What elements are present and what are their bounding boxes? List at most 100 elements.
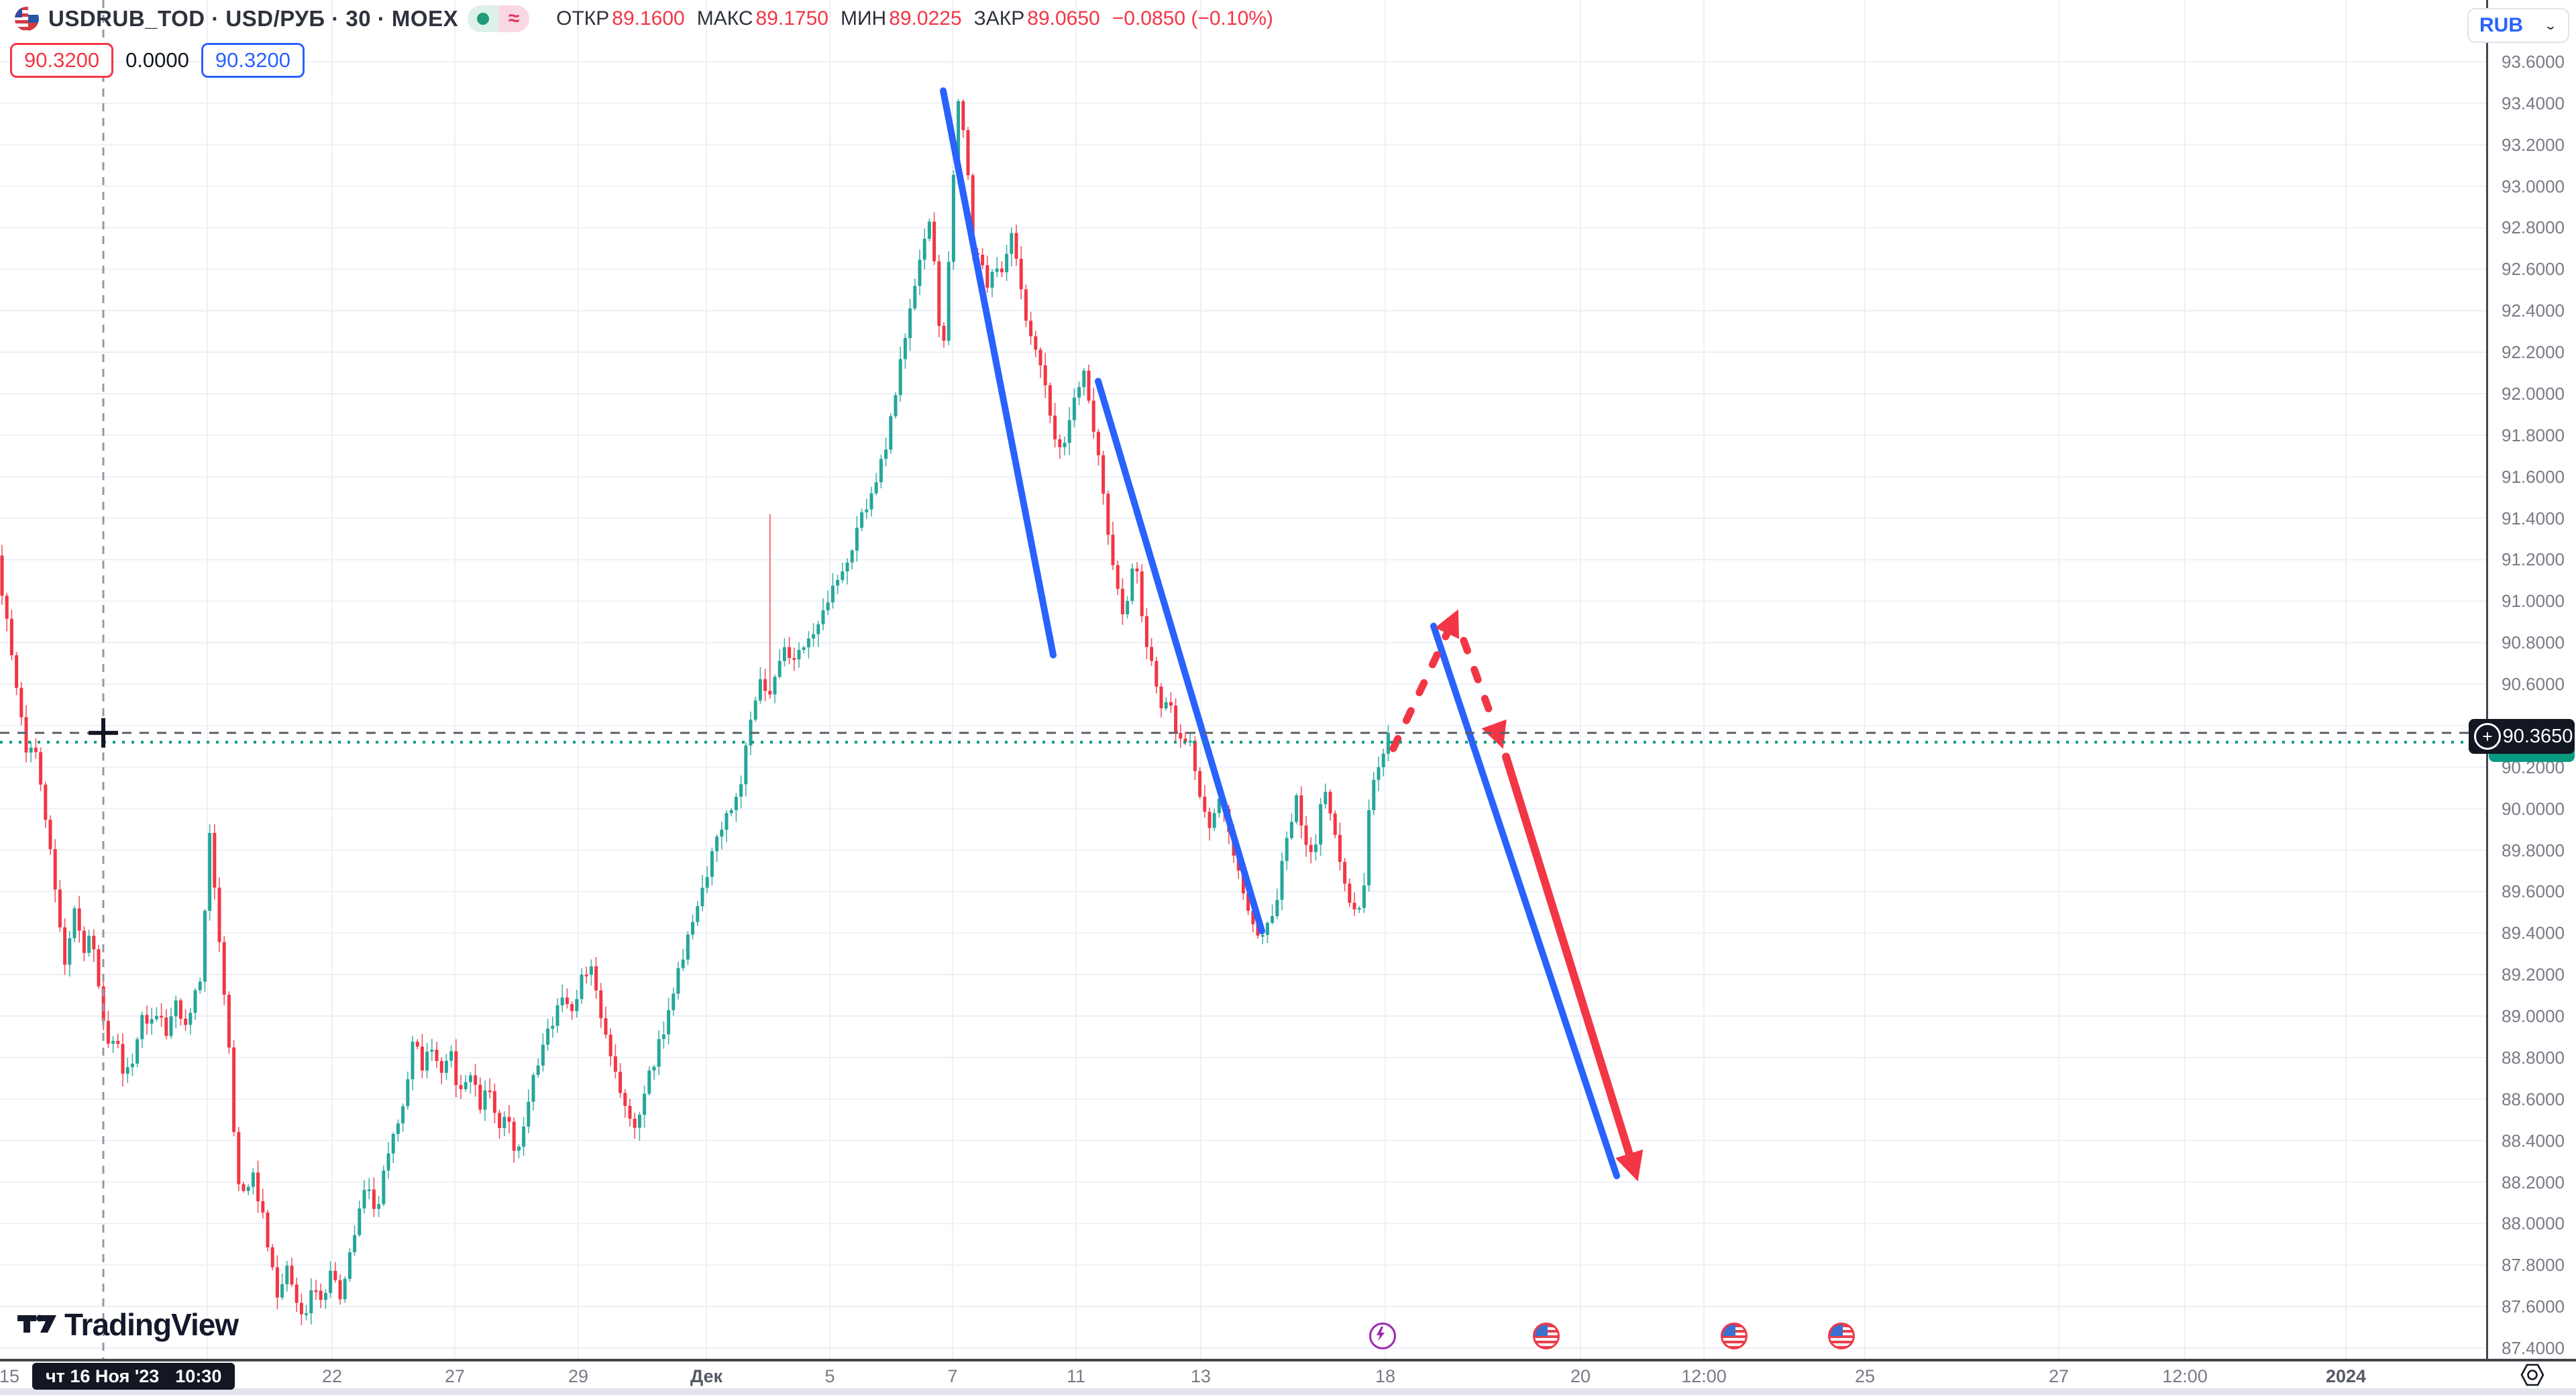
ohlc-label: ЗАКР — [973, 7, 1025, 30]
price-axis-label: 92.2000 — [2502, 342, 2565, 363]
time-axis-label: 15 — [0, 1366, 20, 1386]
price-axis-label: 92.8000 — [2502, 217, 2565, 238]
price-axis-label: 88.6000 — [2502, 1089, 2565, 1109]
usdrub-flag-icon — [15, 7, 39, 31]
blue-trendline-drawing[interactable] — [1430, 622, 1620, 1180]
price-axis-label: 89.4000 — [2502, 923, 2565, 944]
blue-trendline-drawing[interactable] — [1095, 378, 1265, 935]
last-price-value: 90.3650 — [2502, 725, 2573, 747]
blue-tool-price-tag[interactable]: 90.3200 — [201, 43, 305, 78]
ohlc-pair: ОТКР 89.1600 — [556, 7, 685, 30]
currency-selector-button[interactable]: RUB ⌄ — [2467, 8, 2569, 43]
crosshair — [0, 0, 2486, 1359]
red-arrow-drawing[interactable] — [1502, 752, 1644, 1182]
price-axis-label: 89.0000 — [2502, 1006, 2565, 1027]
time-axis-label: 20 — [1570, 1366, 1591, 1386]
time-axis[interactable]: чт 16 Ноя '23 10:30 15 20 22 27 29 Дек 5 7 11 13 1… — [0, 1359, 2576, 1391]
price-axis-label: 88.2000 — [2502, 1172, 2565, 1192]
time-axis-label: 29 — [568, 1366, 589, 1386]
change-value: −0.0850 (−0.10%) — [1112, 7, 1273, 30]
ohlc-pair: ЗАКР 89.0650 — [974, 7, 1100, 30]
time-axis-label: 7 — [947, 1366, 958, 1386]
window-bottom-strip — [0, 1388, 2576, 1395]
lightning-icon[interactable] — [1369, 1323, 1396, 1349]
price-axis-label: 90.6000 — [2502, 674, 2565, 695]
chart-header: USDRUB_TOD · USD/РУБ · 30 · MOEX ≈ ОТКР 8… — [15, 5, 1273, 32]
blue-trendline-drawing[interactable] — [940, 87, 1057, 659]
tradingview-logo-icon — [17, 1315, 56, 1333]
price-axis-label: 87.4000 — [2502, 1338, 2565, 1358]
time-axis-label: 27 — [2048, 1366, 2070, 1386]
time-axis-label: 12:00 — [2162, 1366, 2208, 1386]
price-axis-label: 91.2000 — [2502, 549, 2565, 570]
gear-icon — [2520, 1363, 2544, 1386]
time-axis-label: 11 — [1066, 1366, 1086, 1386]
add-alert-plus-icon[interactable]: + — [2474, 723, 2501, 750]
red-tool-price-tag[interactable]: 90.3200 — [10, 43, 114, 78]
ohlc-values-row: ОТКР 89.1600 МАКС 89.1750 МИН 89.0225 ЗАКР 89.0… — [556, 7, 1273, 30]
market-status-pill[interactable]: ≈ — [468, 5, 530, 32]
chart-plot-area[interactable]: TradingView — [0, 0, 2486, 1359]
price-axis-label: 91.4000 — [2502, 508, 2565, 528]
crosshair-price-label: + 90.3650 — [2469, 719, 2575, 754]
ohlc-label: ОТКР — [556, 7, 610, 30]
ohlc-value: 89.0650 — [1027, 7, 1100, 30]
price-axis-label: 90.0000 — [2502, 798, 2565, 819]
crosshair-time: 10:30 — [175, 1365, 222, 1386]
market-open-status-icon — [468, 5, 499, 32]
ohlc-value: 89.1600 — [612, 7, 685, 30]
axis-settings-corner[interactable] — [2488, 1361, 2576, 1388]
price-axis-label: 91.8000 — [2502, 425, 2565, 445]
price-axis-label: 92.4000 — [2502, 300, 2565, 321]
price-axis[interactable]: 93.6000 93.4000 93.2000 93.0000 92.8000 92.60… — [2486, 0, 2576, 1359]
ohlc-value: 89.0225 — [889, 7, 962, 30]
price-axis-label: 88.4000 — [2502, 1130, 2565, 1151]
currency-label: RUB — [2479, 14, 2523, 36]
time-axis-label: 22 — [321, 1366, 343, 1386]
price-axis-label: 92.6000 — [2502, 259, 2565, 280]
zero-value-label: 0.0000 — [125, 48, 189, 72]
ohlc-label: МАКС — [696, 7, 753, 30]
price-axis-label: 91.0000 — [2502, 591, 2565, 612]
price-axis-label: 93.0000 — [2502, 176, 2565, 197]
chevron-down-icon: ⌄ — [2543, 19, 2557, 32]
red-arrow-drawing[interactable] — [1389, 609, 1460, 752]
price-axis-label: 88.8000 — [2502, 1047, 2565, 1068]
price-axis-label: 93.4000 — [2502, 93, 2565, 113]
price-axis-label: 93.6000 — [2502, 52, 2565, 72]
tradingview-logo-text: TradingView — [64, 1307, 239, 1342]
us-flag-icon[interactable] — [1828, 1323, 1855, 1349]
gridlines — [0, 0, 2486, 1359]
time-axis-label: 12:00 — [1681, 1366, 1727, 1386]
price-axis-label: 88.0000 — [2502, 1213, 2565, 1234]
time-axis-label: 13 — [1190, 1366, 1212, 1386]
ohlc-value: 89.1750 — [755, 7, 828, 30]
price-axis-label: 87.8000 — [2502, 1255, 2565, 1276]
time-axis-label: Дек — [690, 1366, 723, 1386]
price-axis-label: 92.0000 — [2502, 383, 2565, 404]
price-axis-label: 89.8000 — [2502, 840, 2565, 860]
symbol-title[interactable]: USDRUB_TOD · USD/РУБ · 30 · MOEX — [48, 6, 459, 31]
price-axis-label: 87.6000 — [2502, 1296, 2565, 1317]
candlestick-series — [0, 99, 1390, 1325]
drawing-tools-layer[interactable] — [940, 87, 1644, 1182]
ohlc-pair: МАКС 89.1750 — [697, 7, 828, 30]
tool-price-labels: 90.3200 0.0000 90.3200 — [10, 43, 305, 78]
ohlc-label: МИН — [841, 7, 887, 30]
price-axis-label: 89.2000 — [2502, 964, 2565, 985]
ohlc-pair: МИН 89.0225 — [841, 7, 962, 30]
price-axis-label: 90.8000 — [2502, 632, 2565, 653]
time-axis-label: 25 — [1854, 1366, 1876, 1386]
us-flag-icon[interactable] — [1533, 1323, 1560, 1349]
tradingview-logo[interactable]: TradingView — [17, 1306, 239, 1343]
crosshair-date-label: чт 16 Ноя '23 10:30 — [32, 1363, 235, 1390]
price-axis-label: 91.6000 — [2502, 466, 2565, 487]
price-axis-label: 89.6000 — [2502, 881, 2565, 902]
crosshair-date: чт 16 Ноя '23 — [46, 1365, 160, 1386]
time-axis-label: 5 — [824, 1366, 835, 1386]
time-axis-label: 2024 — [2325, 1366, 2367, 1386]
us-flag-icon[interactable] — [1721, 1323, 1748, 1349]
time-axis-label: 18 — [1375, 1366, 1396, 1386]
time-axis-label: 27 — [444, 1366, 466, 1386]
